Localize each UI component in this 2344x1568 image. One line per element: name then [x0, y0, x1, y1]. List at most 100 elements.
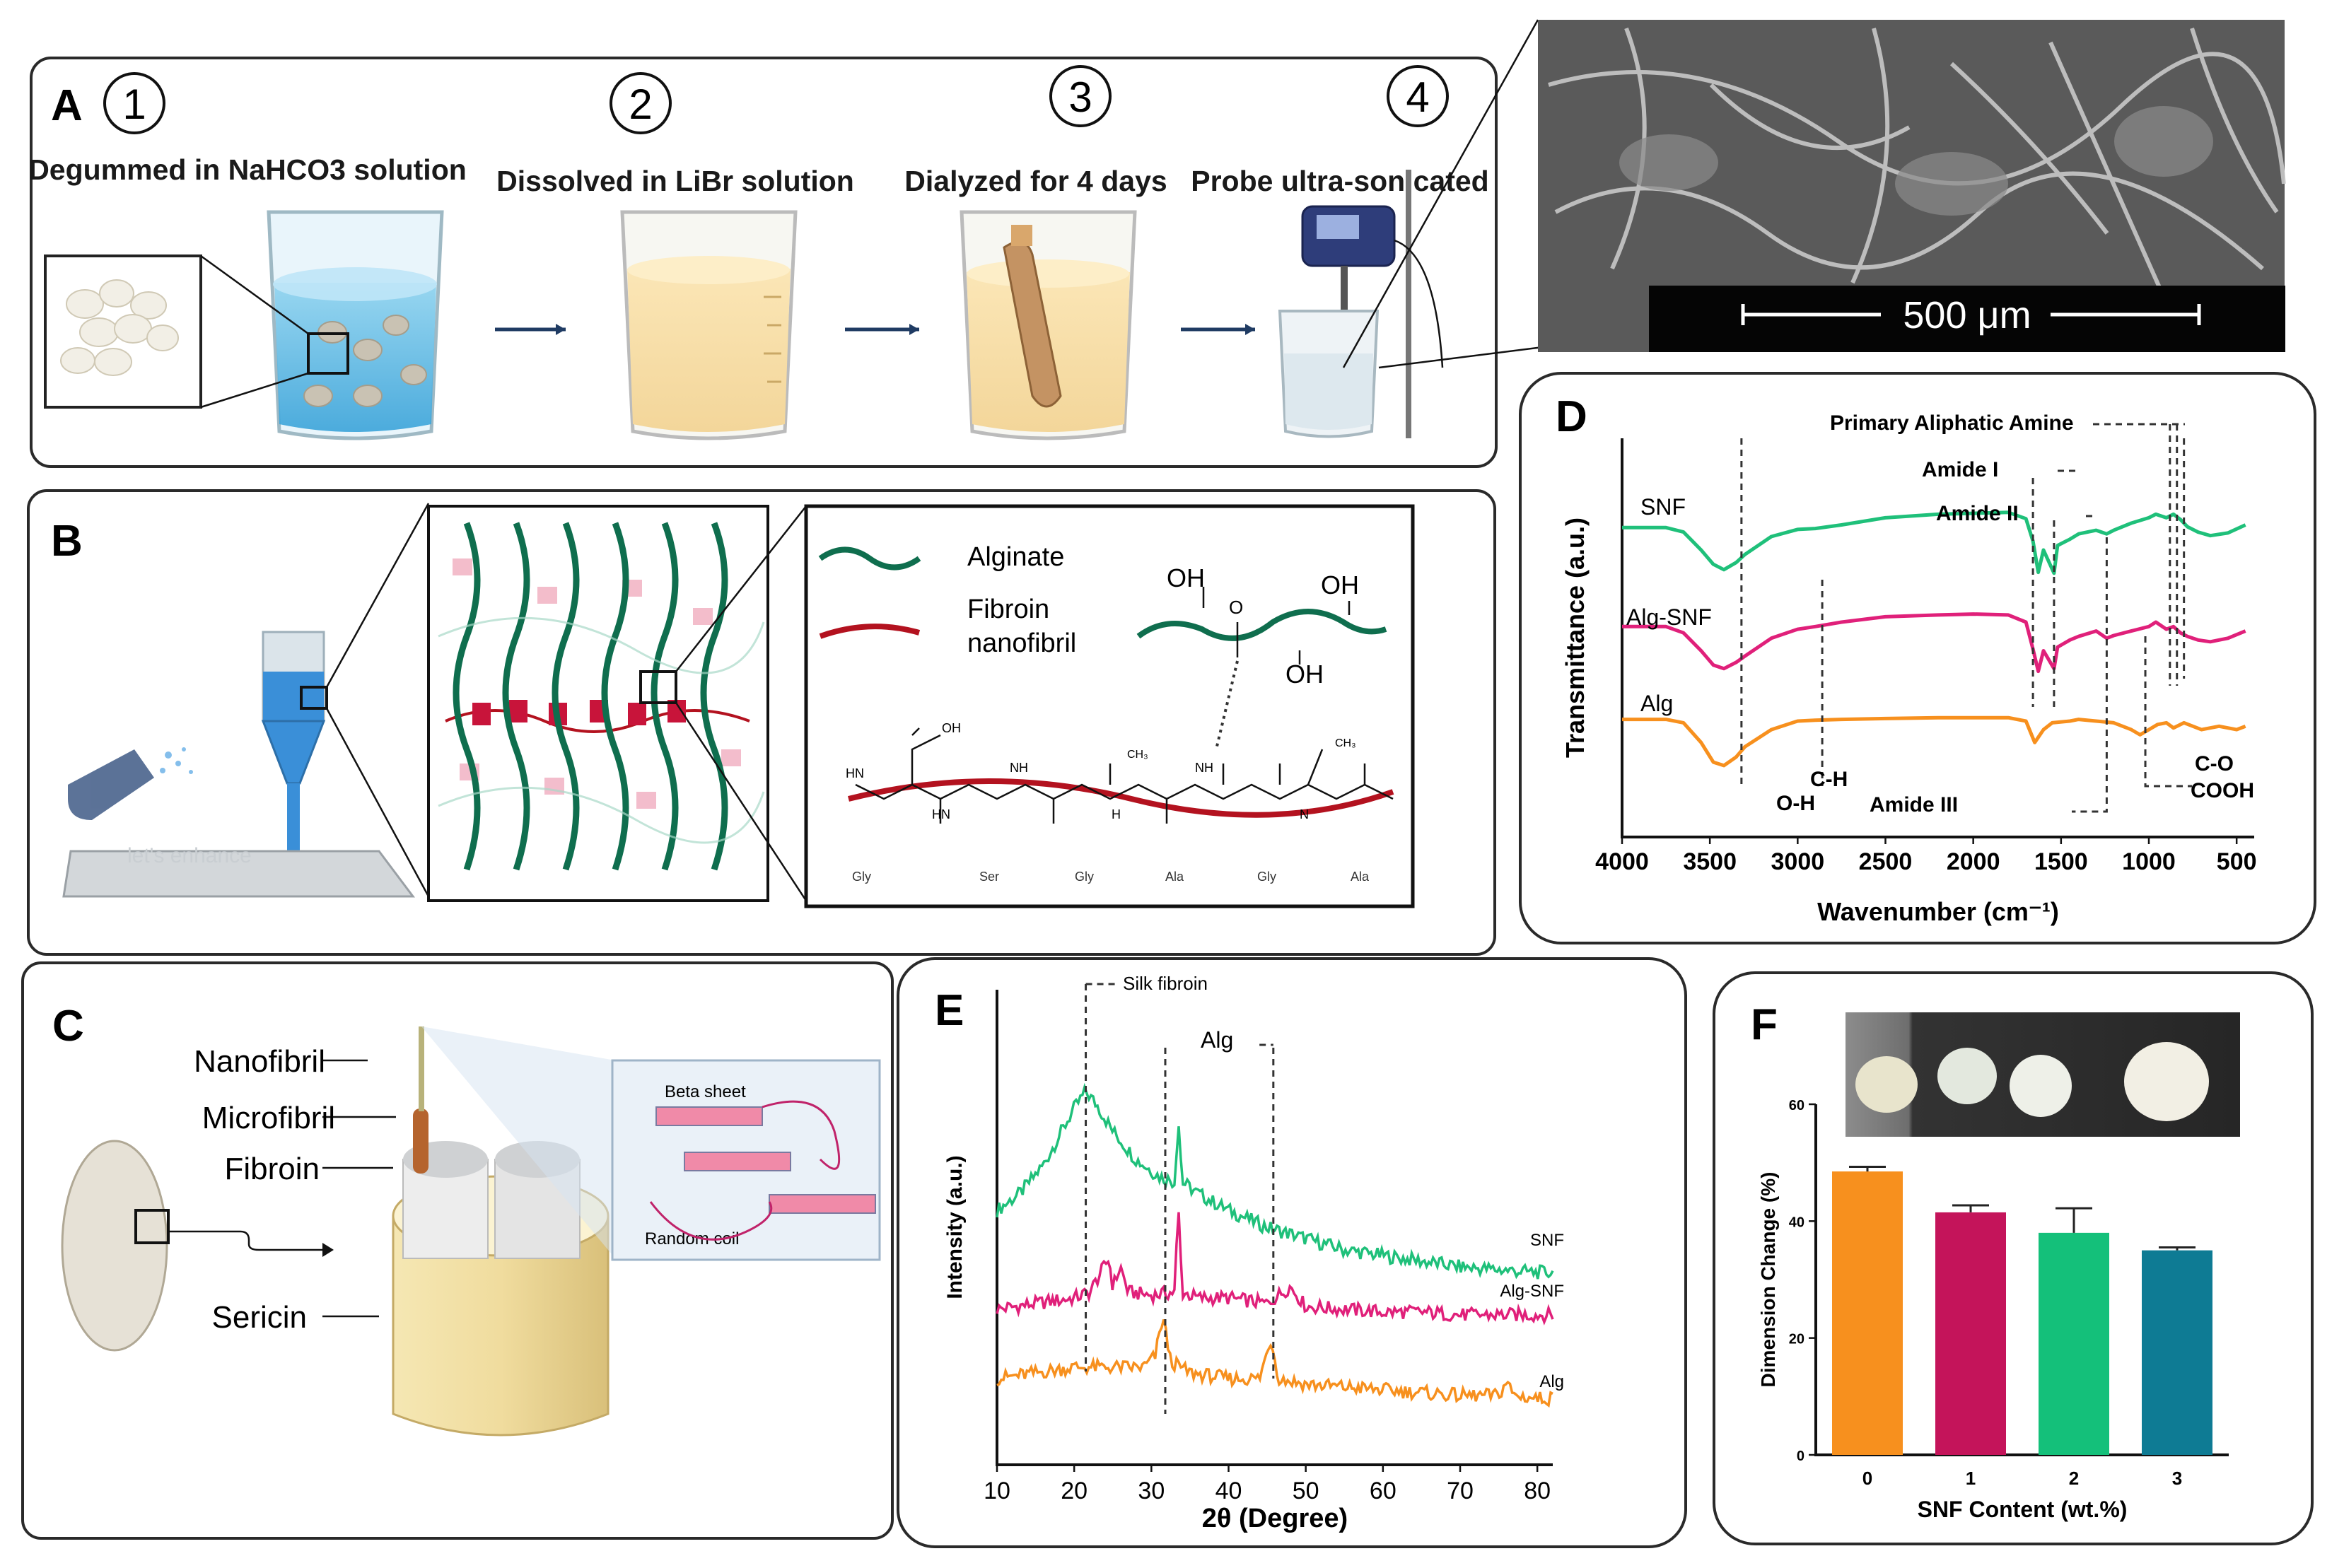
xrd-series-line: [996, 1082, 1554, 1280]
fiber-structure: [392, 1026, 615, 1437]
bar: [1935, 1212, 2006, 1455]
fibroin-legend-label-1: Fibroin: [967, 595, 1049, 624]
annotation-amide-iii: Amide III: [1870, 793, 1958, 817]
bar-x-tick-label: 1: [1966, 1468, 1976, 1489]
sericin-layer: [392, 1215, 610, 1437]
xrd-series-label: Alg-SNF: [1500, 1282, 1564, 1301]
xrd-x-tick-label: 10: [984, 1478, 1010, 1504]
panel-f-letter: F: [1751, 1000, 1778, 1049]
residue-label: Gly: [852, 870, 871, 884]
chem-hn-2: HN: [932, 807, 950, 821]
ftir-x-tick-label: 2500: [1859, 848, 1913, 875]
xrd-x-tick-label: 60: [1370, 1478, 1397, 1504]
step-4-circle: [1387, 65, 1449, 127]
annotation-primary-amine: Primary Aliphatic Amine: [1830, 411, 2074, 435]
ftir-x-tick-label: 500: [2217, 848, 2257, 875]
microfibril-rod: [413, 1108, 428, 1174]
scale-bar-line: [1741, 304, 2201, 325]
step-2-number: 2: [629, 81, 652, 128]
xrd-x-axis-label: 2θ (Degree): [1202, 1504, 1348, 1533]
annotation-silk-fibroin: Silk fibroin: [1123, 973, 1208, 994]
print-bed: [62, 850, 415, 898]
bar-y-tick-label: 40: [1789, 1215, 1804, 1230]
sem-connector: [1342, 19, 1549, 369]
bar-y-tick-label: 60: [1789, 1098, 1804, 1113]
bar-error: [2056, 1207, 2092, 1233]
nanofibril-label: Nanofibril: [194, 1044, 325, 1079]
panel-a-letter: A: [51, 81, 83, 130]
bar-y-axis-label: Dimension Change (%): [1757, 1172, 1779, 1388]
annotation-cooh: COOH: [2191, 779, 2254, 802]
step-1: 1 Degummed in NaHCO3 solution: [28, 72, 467, 186]
ftir-x-tick-label: 3500: [1683, 848, 1737, 875]
bar: [2142, 1250, 2212, 1455]
nanofibril-rod: [419, 1026, 424, 1111]
cocoon-pile: [60, 279, 179, 376]
panel-e: E SNF Alg-SNF Alg 10 20 30 40 50 60 70 80 2θ (Degre…: [897, 957, 1687, 1548]
bar-error: [1849, 1165, 1886, 1172]
chemistry-inset: Alginate Fibroin nanofibril OH OH OH O O…: [804, 504, 1415, 908]
bar-error: [1952, 1204, 1989, 1212]
ftir-series-label: Alg-SNF: [1626, 604, 1712, 630]
step-3-label: Dialyzed for 4 days: [904, 165, 1167, 197]
panel-b: B let's enhance: [27, 489, 1496, 956]
xrd-series-label: Alg: [1539, 1372, 1564, 1391]
sem-image: 500 μm: [1538, 20, 2286, 352]
oh-label-1: OH: [1167, 563, 1205, 592]
ftir-series-line: [1622, 612, 2246, 674]
alginate-chain: [1136, 609, 1387, 641]
dimension-change-chart: 0 20 40 60 0 1 2 3 SNF Content (wt.%) Dimension C…: [1757, 1098, 2229, 1522]
secondary-structure-inset: Beta sheet Random coil: [611, 1059, 881, 1261]
bar: [1832, 1171, 1903, 1455]
ftir-x-tick-label: 3000: [1771, 848, 1825, 875]
chem-hn-1: HN: [846, 766, 864, 780]
xrd-series-line: [996, 1319, 1553, 1408]
bar-y-tick-label: 0: [1797, 1449, 1804, 1464]
scale-bar-background: [1649, 286, 2285, 352]
scale-bar-label: 500 μm: [1903, 294, 2031, 337]
step-1-label: Degummed in NaHCO3 solution: [28, 153, 467, 186]
fibroin-label: Fibroin: [225, 1152, 320, 1186]
panel-f: F 0 20 40 60 0 1 2 3 SNF Content (wt.%) Dimension…: [1713, 971, 2314, 1545]
step-2: 2 Dissolved in LiBr solution: [496, 72, 854, 197]
step-4-number: 4: [1406, 74, 1429, 121]
xrd-x-tick-label: 40: [1215, 1478, 1242, 1504]
panel-a: A 1 Degummed in NaHCO3 solution 2 Dissol…: [28, 19, 1549, 468]
beaker-dissolve: [620, 210, 798, 440]
annotation-amide-i: Amide I: [1922, 458, 1998, 481]
panel-e-frame: [897, 957, 1687, 1548]
panel-d-letter: D: [1556, 392, 1587, 441]
xrd-series-line: [996, 1212, 1554, 1326]
annotation-oh: O-H: [1776, 792, 1815, 815]
panel-d-frame: [1519, 372, 2316, 944]
step-1-number: 1: [122, 81, 146, 128]
bar-x-tick-label: 3: [2172, 1468, 2182, 1489]
bar: [2039, 1232, 2109, 1455]
sericin-label: Sericin: [212, 1300, 308, 1335]
beta-sheet-label: Beta sheet: [665, 1082, 746, 1101]
alginate-legend-line: [818, 546, 921, 571]
xrd-y-axis-label: Intensity (a.u.): [943, 1155, 967, 1299]
fibroin-legend-line: [819, 624, 921, 639]
xrd-x-tick-label: 50: [1293, 1478, 1319, 1504]
annotation-amide-ii: Amide II: [1936, 502, 2019, 525]
microfibril-label: Microfibril: [202, 1101, 335, 1135]
ftir-x-tick-label: 1500: [2034, 848, 2088, 875]
ftir-series-label: Alg: [1640, 691, 1673, 716]
bar-x-tick-label: 2: [2069, 1468, 2079, 1489]
ftir-series-line: [1622, 715, 2246, 768]
bar-x-tick-label: 0: [1862, 1468, 1872, 1489]
chem-nh-2: NH: [1195, 761, 1213, 775]
xrd-x-tick-label: 30: [1138, 1478, 1165, 1504]
chem-oh-small: OH: [942, 721, 961, 735]
ftir-y-axis-label: Transmittance (a.u.): [1561, 517, 1590, 758]
probe-sonicator: [1278, 170, 1444, 438]
bar-x-axis-label: SNF Content (wt.%): [1918, 1497, 2128, 1522]
ftir-x-tick-label: 1000: [2122, 848, 2176, 875]
bar-error: [2159, 1246, 2196, 1251]
annotation-alg: Alg: [1201, 1027, 1233, 1053]
cocoon: [61, 1140, 334, 1352]
step-4: 4 Probe ultra-sonicated: [1191, 65, 1489, 197]
oh-label-3: OH: [1285, 660, 1324, 689]
step-3-circle: [1049, 65, 1112, 127]
